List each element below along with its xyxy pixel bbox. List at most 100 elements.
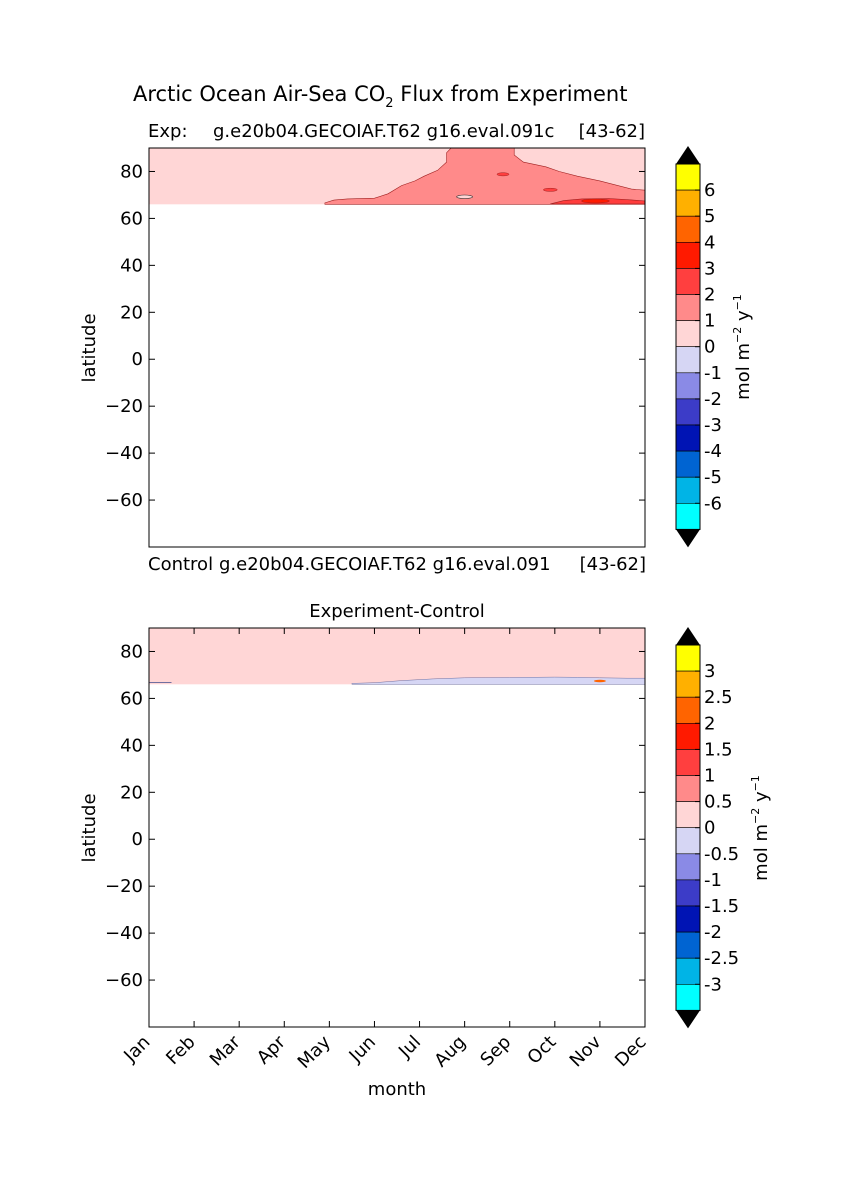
colorbar-extend-bottom (676, 529, 700, 548)
colorbar-segment (675, 424, 701, 452)
colorbar-tick-label: 1 (704, 766, 715, 787)
colorbar-segment (675, 189, 701, 217)
x-tick-label: Nov (566, 1031, 606, 1071)
colorbar-segment (675, 696, 701, 724)
x-tick-label: Apr (253, 1031, 290, 1068)
colorbar-segment (675, 801, 701, 828)
contour-region-background (149, 628, 645, 685)
x-tick-label: Jan (119, 1032, 154, 1067)
x-tick-label: May (294, 1031, 335, 1072)
panel1-y-axis: 80 60 40 20 0 −20 −40 −60 (105, 161, 645, 511)
colorbar-segment (675, 775, 701, 802)
panel1-colorbar-label: mol m−2 y−1 (731, 294, 754, 400)
colorbar-tick-label: -3 (704, 974, 722, 995)
panel1-footer-left: Control (148, 554, 213, 575)
panel1-footer-center: g.e20b04.GECOIAF.T62 g16.eval.091 (219, 554, 551, 575)
x-tick-label: Mar (206, 1031, 245, 1070)
y-tick-label: −20 (105, 396, 143, 417)
contour-blob (543, 187, 558, 192)
colorbar-tick-label: -2 (704, 389, 722, 410)
panel2-colorbar: 3 2.5 2 1.5 1 0.5 0 -0.5 -1 -1.5 -2 -2.5 -3 (675, 627, 739, 1029)
figure-title-subscript: 2 (385, 96, 393, 111)
panel2-title: Experiment-Control (309, 601, 485, 622)
colorbar-segment (675, 983, 701, 1011)
panel1-header-left: Exp: (148, 121, 188, 142)
x-tick-label: Oct (523, 1032, 560, 1069)
colorbar-segment (675, 827, 701, 855)
contour-blob (496, 172, 510, 177)
y-tick-label: 80 (120, 161, 143, 182)
y-tick-label: 20 (120, 782, 143, 803)
y-tick-label: 40 (120, 735, 143, 756)
colorbar-tick-label: 0 (704, 818, 715, 839)
colorbar-segment (675, 320, 701, 348)
colorbar-tick-label: -6 (704, 493, 722, 514)
panel2-contour-fill (149, 628, 646, 685)
contour-blob (456, 194, 473, 199)
colorbar-tick-label: 1 (704, 311, 715, 332)
panel1-footer-right: [43-62] (580, 554, 646, 575)
y-tick-label: 80 (120, 641, 143, 662)
colorbar-tick-label: -2.5 (704, 948, 739, 969)
colorbar-segment (675, 372, 701, 400)
colorbar-segment (675, 853, 701, 881)
colorbar-tick-label: -1.5 (704, 896, 739, 917)
colorbar-segment (675, 346, 701, 374)
colorbar-tick-label: 5 (704, 206, 715, 227)
colorbar-segment (675, 957, 701, 985)
colorbar-segment (675, 294, 701, 321)
colorbar-tick-label: -3 (704, 415, 722, 436)
panel2-x-axis: Jan Feb Mar Apr May Jun Jul Aug Sep Oct Nov Dec (119, 628, 651, 1073)
contour-region-3-4 (581, 198, 610, 204)
panel2-y-axis: 80 60 40 20 0 −20 −40 −60 (105, 641, 645, 991)
colorbar-extend-top (676, 146, 700, 164)
colorbar-segment (675, 931, 701, 959)
figure-title: Arctic Ocean Air-Sea CO2 Flux from Exper… (133, 82, 627, 111)
colorbar-segment (675, 476, 701, 504)
panel1-ylabel: latitude (79, 313, 100, 382)
colorbar-segment (675, 268, 701, 295)
colorbar-tick-label: -1 (704, 363, 722, 384)
colorbar-tick-label: 0 (704, 337, 715, 358)
colorbar-tick-label: -4 (704, 441, 722, 462)
colorbar-segment (675, 450, 701, 478)
y-tick-label: −60 (105, 490, 143, 511)
panel2-colorbar-label: mol m−2 y−1 (749, 775, 772, 881)
colorbar-segment (675, 242, 701, 269)
colorbar-tick-label: 2 (704, 713, 715, 734)
colorbar-tick-label: -5 (704, 467, 722, 488)
colorbar-segment (675, 670, 701, 698)
colorbar-extend-top (676, 627, 700, 645)
y-tick-label: 20 (120, 302, 143, 323)
y-tick-label: −20 (105, 876, 143, 897)
colorbar-tick-label: 3 (704, 661, 715, 682)
y-tick-label: 60 (120, 208, 143, 229)
colorbar-segment (675, 749, 701, 776)
colorbar-segment (675, 905, 701, 933)
y-tick-label: −40 (105, 923, 143, 944)
x-tick-label: Sep (476, 1032, 515, 1071)
y-tick-label: 60 (120, 688, 143, 709)
x-tick-label: Dec (611, 1032, 650, 1071)
panel1-colorbar: 6 5 4 3 2 1 0 -1 -2 -3 -4 -5 -6 (675, 146, 722, 548)
colorbar-tick-label: 4 (704, 232, 715, 253)
y-tick-label: −60 (105, 970, 143, 991)
colorbar-tick-label: -0.5 (704, 844, 739, 865)
x-tick-label: Aug (430, 1032, 470, 1072)
colorbar-extend-bottom (676, 1010, 700, 1029)
colorbar-segment (675, 644, 701, 672)
x-tick-label: Jul (394, 1032, 425, 1063)
colorbar-tick-label: -1 (704, 870, 722, 891)
colorbar-tick-label: 3 (704, 258, 715, 279)
x-tick-label: Feb (162, 1032, 199, 1069)
colorbar-segment (675, 215, 701, 243)
contour-blob (593, 679, 606, 683)
colorbar-segment (675, 722, 701, 750)
colorbar-segment (675, 879, 701, 907)
colorbar-tick-label: 2 (704, 285, 715, 306)
colorbar-segment (675, 163, 701, 191)
panel1-contour-fill (149, 147, 646, 205)
y-tick-label: 0 (132, 829, 143, 850)
colorbar-tick-label: 1.5 (704, 739, 733, 760)
